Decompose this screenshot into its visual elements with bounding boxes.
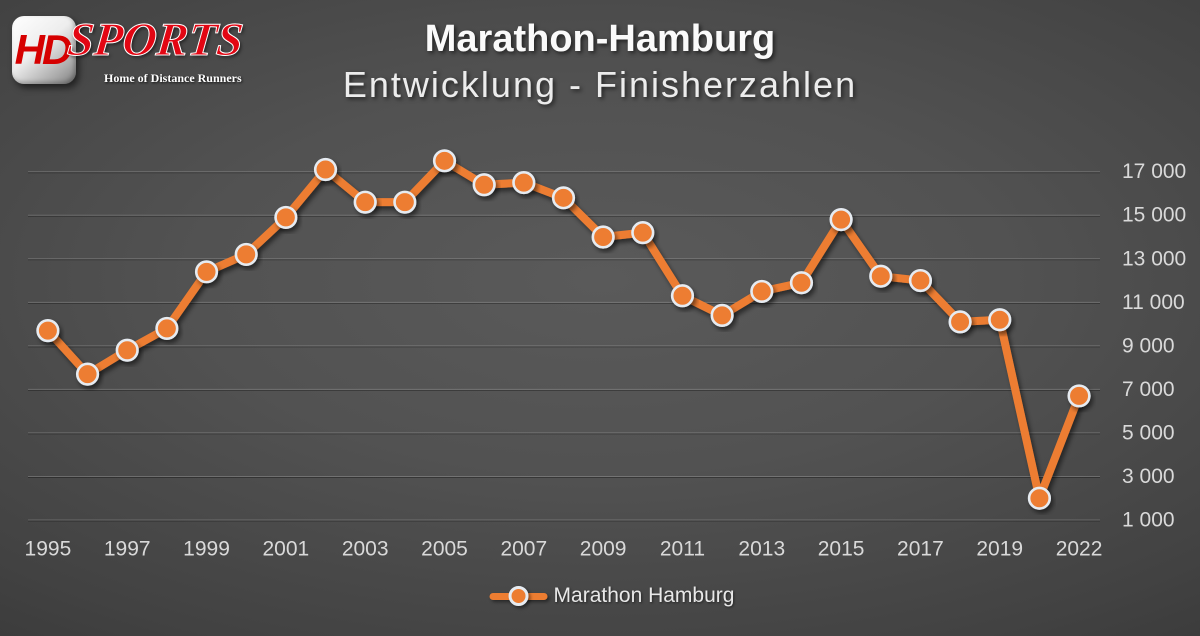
y-tick-label: 17 000: [1122, 160, 1186, 183]
data-point-marker-2015: [829, 207, 853, 232]
x-tick-label: 1995: [25, 538, 72, 561]
data-point-marker-2011: [670, 284, 695, 308]
x-tick-label: 2001: [263, 538, 310, 561]
y-tick-label: 1 000: [1122, 509, 1175, 532]
x-tick-label: 1999: [183, 538, 230, 561]
data-point-marker-1998: [155, 316, 179, 341]
data-point-marker-2022: [1067, 384, 1091, 408]
x-tick-label: 2017: [897, 538, 944, 561]
legend-marker-icon: [508, 586, 529, 606]
legend-label: Marathon Hamburg: [553, 584, 735, 607]
data-point-marker-2003: [353, 190, 377, 214]
data-point-marker-1997: [115, 338, 139, 362]
data-point-marker-2006: [472, 173, 496, 197]
data-point-marker-2005: [432, 149, 457, 173]
data-point-marker-2009: [591, 225, 615, 249]
grid-layer: [28, 171, 1100, 522]
chart-subtitle: Entwicklung - Finisherzahlen: [342, 64, 858, 105]
data-point-marker-1999: [194, 260, 219, 284]
data-point-marker-1995: [36, 319, 60, 343]
y-tick-label: 5 000: [1122, 421, 1175, 444]
chart-legend: Marathon Hamburg: [489, 584, 735, 608]
hdsports-logo: HD SPORTS Home of Distance Runners: [12, 8, 267, 106]
data-point-marker-2007: [512, 170, 536, 195]
data-point-marker-2002: [313, 157, 338, 182]
data-point-marker-2001: [274, 205, 298, 230]
x-tick-label: 2005: [421, 538, 468, 561]
logo-sports-text: SPORTS: [65, 14, 246, 67]
y-tick-label: 13 000: [1122, 247, 1186, 270]
x-tick-label: 2009: [580, 538, 627, 561]
chart-title: Marathon-Hamburg: [424, 18, 776, 60]
series-layer: [36, 149, 1091, 510]
y-tick-label: 15 000: [1122, 204, 1186, 227]
y-tick-label: 11 000: [1122, 291, 1185, 314]
data-point-marker-1996: [75, 362, 100, 386]
logo-tagline: Home of Distance Runners: [104, 71, 242, 85]
y-tick-label: 3 000: [1122, 465, 1175, 488]
axis-layer: 17 000 15 000 13 000 11 000 9 000 7 000 5 000 3…: [25, 160, 1187, 560]
data-point-marker-2013: [750, 279, 774, 304]
x-tick-label: 2011: [660, 538, 705, 561]
data-point-marker-2008: [551, 186, 576, 210]
x-tick-label: 2019: [976, 538, 1023, 561]
x-tick-label: 2013: [738, 538, 785, 561]
x-tick-label: 2007: [500, 538, 547, 561]
data-point-marker-2019: [988, 308, 1012, 332]
y-tick-label: 7 000: [1122, 378, 1175, 401]
data-point-marker-2010: [631, 221, 655, 245]
x-tick-label: 2003: [342, 538, 389, 561]
data-point-marker-2021: [1027, 486, 1051, 510]
logo-hd-text: HD: [14, 26, 73, 73]
x-tick-label: 1997: [104, 538, 151, 561]
series-line: [43, 156, 1084, 503]
data-point-marker-2017: [908, 268, 933, 293]
logo-hd-box: HD: [12, 16, 76, 84]
data-point-marker-2016: [869, 264, 893, 288]
chart-title-block: Marathon-Hamburg Entwicklung - Finisherz…: [0, 16, 1200, 108]
x-tick-label: 2015: [818, 538, 865, 561]
legend-swatch: [489, 585, 548, 607]
data-point-marker-2000: [234, 242, 258, 267]
x-tick-label: 2022: [1056, 538, 1103, 561]
data-point-marker-2018: [948, 310, 972, 334]
data-point-marker-2012: [710, 303, 734, 327]
y-tick-label: 9 000: [1122, 334, 1175, 357]
data-point-marker-2014: [789, 271, 814, 295]
data-point-marker-2004: [393, 190, 417, 214]
